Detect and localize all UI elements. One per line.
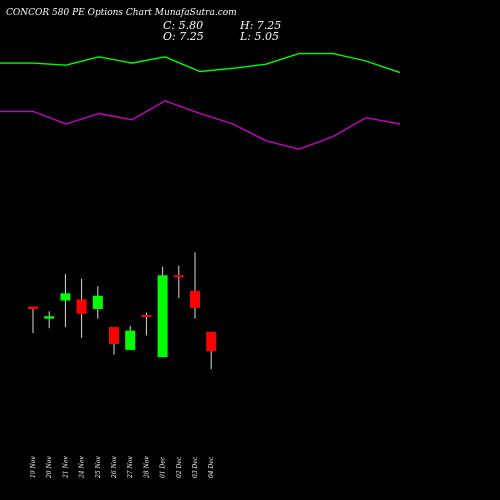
x-tick-label: 20 Nov (46, 456, 53, 479)
candle-body (141, 315, 152, 317)
x-axis-labels: 19 Nov 20 Nov 21 Nov 24 Nov 25 Nov 26 Nov 27 N… (30, 456, 215, 479)
upper-band-line (0, 52, 401, 74)
x-tick-label: 27 Nov (127, 456, 134, 479)
candles-group (28, 252, 217, 370)
x-tick-label: 28 Nov (143, 456, 150, 479)
candle-body (44, 316, 55, 319)
high-value: H: 7.25 (240, 19, 282, 32)
candle-body (173, 275, 184, 278)
x-tick-label: 01 Dec (160, 456, 167, 478)
low-value: L: 5.05 (240, 30, 279, 43)
x-tick-label: 04 Dec (208, 456, 215, 478)
x-tick-label: 24 Nov (79, 456, 86, 479)
lower-band-line (0, 100, 401, 150)
candle-body (76, 299, 87, 314)
x-tick-label: 21 Nov (62, 456, 69, 479)
candle-body (109, 327, 119, 344)
x-tick-label: 25 Nov (95, 456, 102, 479)
candle-body (157, 275, 168, 358)
open-value: O: 7.25 (163, 30, 204, 43)
candle-body (92, 295, 103, 309)
x-tick-label: 03 Dec (192, 456, 199, 478)
candle-body (206, 331, 217, 352)
close-value: C: 5.80 (163, 19, 204, 32)
x-tick-label: 19 Nov (30, 456, 37, 478)
candle-body (190, 290, 200, 308)
candle-body (125, 330, 136, 350)
x-tick-label: 02 Dec (176, 456, 183, 478)
chart-title: CONCOR 580 PE Options Chart MunafaSutra.… (6, 8, 237, 18)
candle-body (28, 306, 38, 309)
candle-body (60, 293, 71, 301)
x-tick-label: 26 Nov (111, 456, 118, 479)
